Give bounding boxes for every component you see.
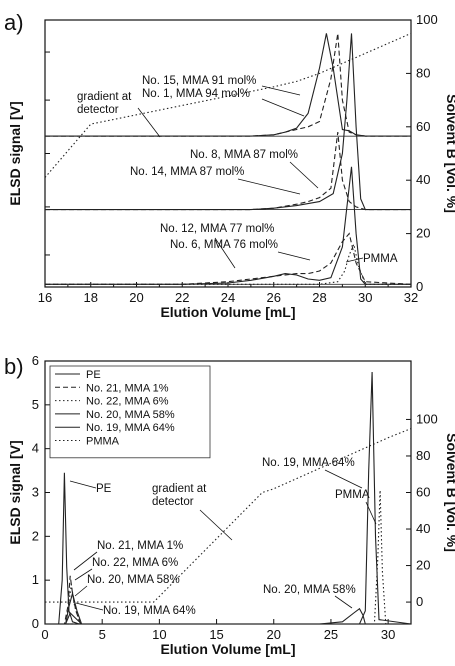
annotation-label: No. 19, MMA 64% xyxy=(103,605,196,617)
x-tick-label: 18 xyxy=(84,290,98,305)
annotation-leader xyxy=(237,178,301,195)
x-tick-label: 20 xyxy=(267,627,281,642)
x-tick-label: 25 xyxy=(324,627,338,642)
series-line-8 xyxy=(44,32,412,178)
annotation-leader xyxy=(365,501,377,525)
x-tick-label: 20 xyxy=(129,290,143,305)
x-tick-label: 15 xyxy=(209,627,223,642)
panel-label: a) xyxy=(4,10,24,35)
x-tick-label: 5 xyxy=(99,627,106,642)
annotation-label: No. 1, MMA 94 mol% xyxy=(142,88,250,100)
annotation-leader xyxy=(69,480,97,489)
y-tick-label: 3 xyxy=(32,485,39,500)
y-tick-label: 1 xyxy=(32,572,39,587)
annotation-label: PE xyxy=(96,483,112,495)
y-tick-label: 6 xyxy=(32,353,39,368)
y2-axis-title: Solvent B [Vol. %] xyxy=(444,94,455,213)
annotation-leader xyxy=(277,251,311,261)
series-line-6 xyxy=(45,490,411,625)
annotation-label: No. 15, MMA 91 mol% xyxy=(142,75,256,87)
annotation-leader xyxy=(261,98,305,117)
x-tick-label: 30 xyxy=(358,290,372,305)
y2-tick-label: 100 xyxy=(416,12,438,27)
y2-tick-label: 40 xyxy=(416,172,430,187)
annotation-label: gradient at detector xyxy=(77,91,132,116)
legend-entry: PE xyxy=(86,369,101,381)
y-tick-label: 5 xyxy=(32,397,39,412)
annotation-leader xyxy=(73,551,98,571)
annotation-label: No. 20, MMA 58% xyxy=(263,584,356,596)
y-tick-label: 0 xyxy=(32,616,39,631)
annotation-label: gradient at detector xyxy=(152,483,207,508)
annotation-label: PMMA xyxy=(335,489,370,501)
x-axis-title: Elution Volume [mL] xyxy=(160,304,295,320)
x-tick-label: 10 xyxy=(152,627,166,642)
annotation-label: No. 14, MMA 87 mol% xyxy=(130,166,244,178)
annotation-leader xyxy=(345,257,364,263)
annotation-leader xyxy=(75,602,104,611)
y-axis-title: ELSD signal [V] xyxy=(7,101,23,205)
y2-tick-label: 80 xyxy=(416,448,430,463)
annotation-leader xyxy=(137,107,161,138)
y2-tick-label: 100 xyxy=(416,411,438,426)
y2-tick-label: 60 xyxy=(416,119,430,134)
y2-tick-label: 0 xyxy=(416,594,423,609)
x-tick-label: 0 xyxy=(41,627,48,642)
x-tick-label: 22 xyxy=(175,290,189,305)
annotation-label: No. 8, MMA 87 mol% xyxy=(190,149,298,161)
annotation-label: No. 22, MMA 6% xyxy=(92,557,178,569)
annotation-leader xyxy=(324,469,363,489)
legend-entry: No. 22, MMA 6% xyxy=(86,396,169,408)
y2-tick-label: 0 xyxy=(416,279,423,294)
series-line-5 xyxy=(45,166,411,285)
legend-entry: PMMA xyxy=(86,436,120,448)
y-tick-label: 2 xyxy=(32,528,39,543)
y-tick-label: 4 xyxy=(32,441,39,456)
annotation-label: PMMA xyxy=(363,253,398,265)
x-tick-label: 32 xyxy=(404,290,418,305)
x-axis-title: Elution Volume [mL] xyxy=(160,641,295,657)
annotation-leader xyxy=(74,568,93,581)
legend-box xyxy=(49,365,211,459)
annotation-label: No. 19, MMA 64% xyxy=(262,457,355,469)
series-line-1 xyxy=(45,472,411,625)
series-line-6 xyxy=(45,232,412,285)
panel-label: b) xyxy=(4,354,24,379)
series-line-4 xyxy=(45,33,411,211)
annotation-leader xyxy=(261,85,301,96)
annotation-leader xyxy=(289,161,319,189)
annotation-leader xyxy=(199,509,233,541)
annotation-leader xyxy=(334,595,353,609)
series-line-7 xyxy=(45,428,412,603)
y2-tick-label: 60 xyxy=(416,485,430,500)
legend-entry: No. 19, MMA 64% xyxy=(86,422,175,434)
x-tick-label: 26 xyxy=(267,290,281,305)
annotation-leader xyxy=(214,237,236,269)
legend-entry: No. 20, MMA 58% xyxy=(86,409,175,421)
y-axis-title: ELSD signal [V] xyxy=(7,440,23,544)
y2-tick-label: 20 xyxy=(416,558,430,573)
x-tick-label: 24 xyxy=(221,290,235,305)
x-tick-label: 28 xyxy=(312,290,326,305)
series-line-3 xyxy=(45,584,411,625)
x-tick-label: 16 xyxy=(38,290,52,305)
y2-tick-label: 40 xyxy=(416,521,430,536)
y2-tick-label: 80 xyxy=(416,65,430,80)
annotation-label: No. 12, MMA 77 mol% xyxy=(160,223,274,235)
annotation-leader xyxy=(74,585,88,597)
legend-entry: No. 21, MMA 1% xyxy=(86,382,169,394)
y2-tick-label: 20 xyxy=(416,226,430,241)
annotation-label: No. 20, MMA 58% xyxy=(87,574,180,586)
annotation-label: No. 21, MMA 1% xyxy=(97,540,183,552)
series-line-7 xyxy=(45,242,411,285)
x-tick-label: 30 xyxy=(381,627,395,642)
series-line-5 xyxy=(45,371,412,625)
y2-axis-title: Solvent B [Vol. %] xyxy=(444,433,455,552)
annotation-label: No. 6, MMA 76 mol% xyxy=(170,239,278,251)
series-line-4 xyxy=(45,591,411,625)
